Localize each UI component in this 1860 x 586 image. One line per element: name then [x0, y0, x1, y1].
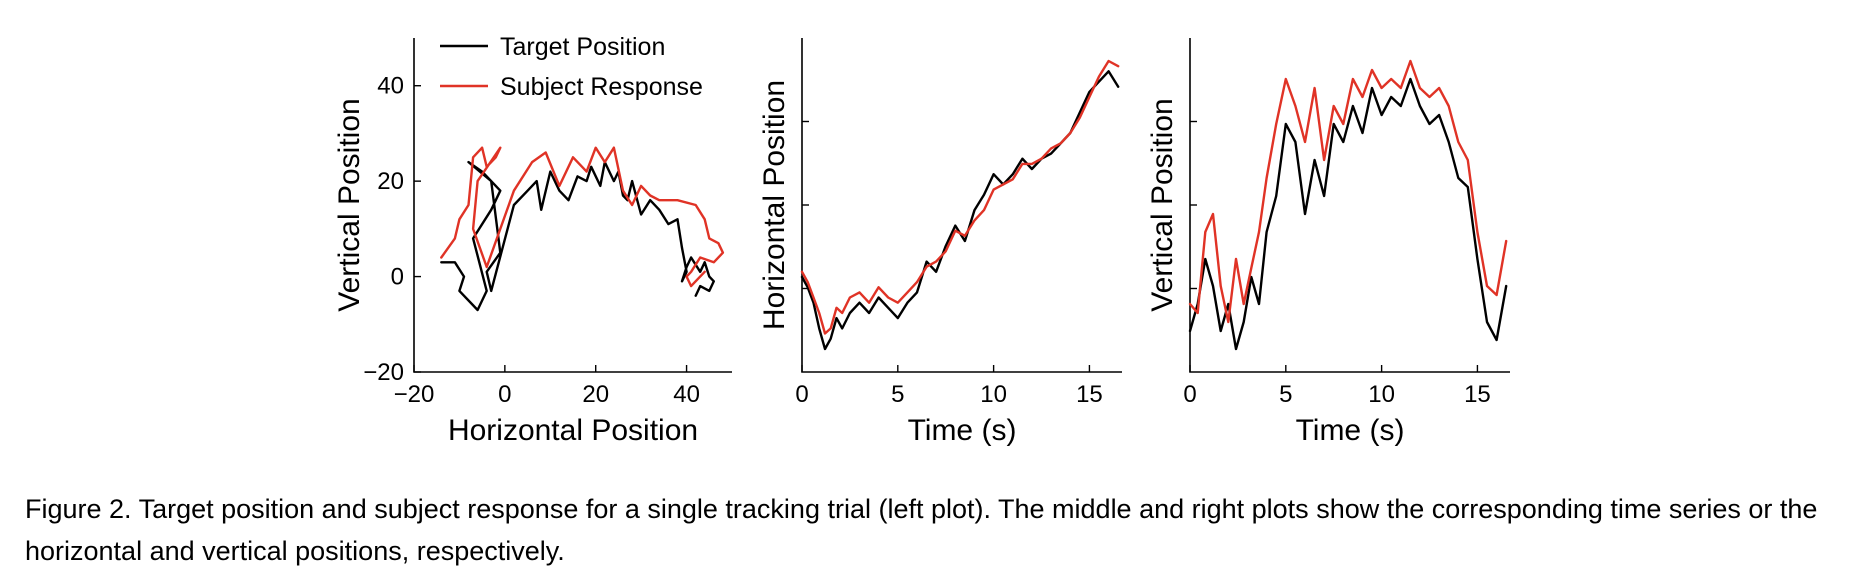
x-tick-label: 5	[891, 381, 904, 408]
y-axis-title: Vertical Position	[1146, 98, 1179, 311]
figure: −20 0 20 40 −20 0 20 40 Horizontal Position Verti…	[333, 33, 1510, 447]
x-tick-label: 10	[980, 381, 1007, 408]
x-tick-label: 0	[1183, 381, 1196, 408]
series-target-position-line	[440, 160, 715, 312]
x-tick-label: 40	[673, 381, 700, 408]
panel-left-trajectory: −20 0 20 40 −20 0 20 40 Horizontal Position Verti…	[333, 33, 732, 447]
x-axis-title: Horizontal Position	[448, 414, 698, 447]
x-tick-label: 10	[1368, 381, 1395, 408]
x-tick-label: 20	[582, 381, 609, 408]
panel-middle-horizontal-timeseries: 0 5 10 15 Time (s) Horizontal Position	[758, 38, 1122, 447]
x-axis-title: Time (s)	[908, 414, 1017, 447]
series-subject-response-line	[440, 146, 725, 288]
legend-label-target: Target Position	[500, 33, 665, 61]
x-tick-label: 15	[1464, 381, 1491, 408]
x-axis-title: Time (s)	[1296, 414, 1405, 447]
x-tick-label: 5	[1279, 381, 1292, 408]
series-subject-response-line	[800, 59, 1120, 335]
series-target-position-line	[1188, 77, 1508, 351]
x-tick-label: 0	[498, 381, 511, 408]
legend-label-response: Subject Response	[500, 73, 703, 101]
x-tick-label: 0	[795, 381, 808, 408]
y-tick-label: −20	[363, 359, 404, 386]
x-tick-label: 15	[1076, 381, 1103, 408]
y-tick-label: 20	[377, 168, 404, 195]
y-tick-label: 0	[391, 264, 404, 291]
series-target-position-line	[800, 70, 1120, 351]
x-tick-label: −20	[394, 381, 435, 408]
figure-caption: Figure 2. Target position and subject re…	[25, 494, 1818, 566]
axis-spines	[801, 38, 1122, 373]
y-axis-title: Horizontal Position	[758, 80, 791, 330]
panel-right-vertical-timeseries: 0 5 10 15 Time (s) Vertical Position	[1146, 38, 1510, 447]
y-axis-title: Vertical Position	[333, 98, 366, 311]
series-subject-response-line	[1188, 59, 1508, 324]
y-tick-label: 40	[377, 73, 404, 100]
